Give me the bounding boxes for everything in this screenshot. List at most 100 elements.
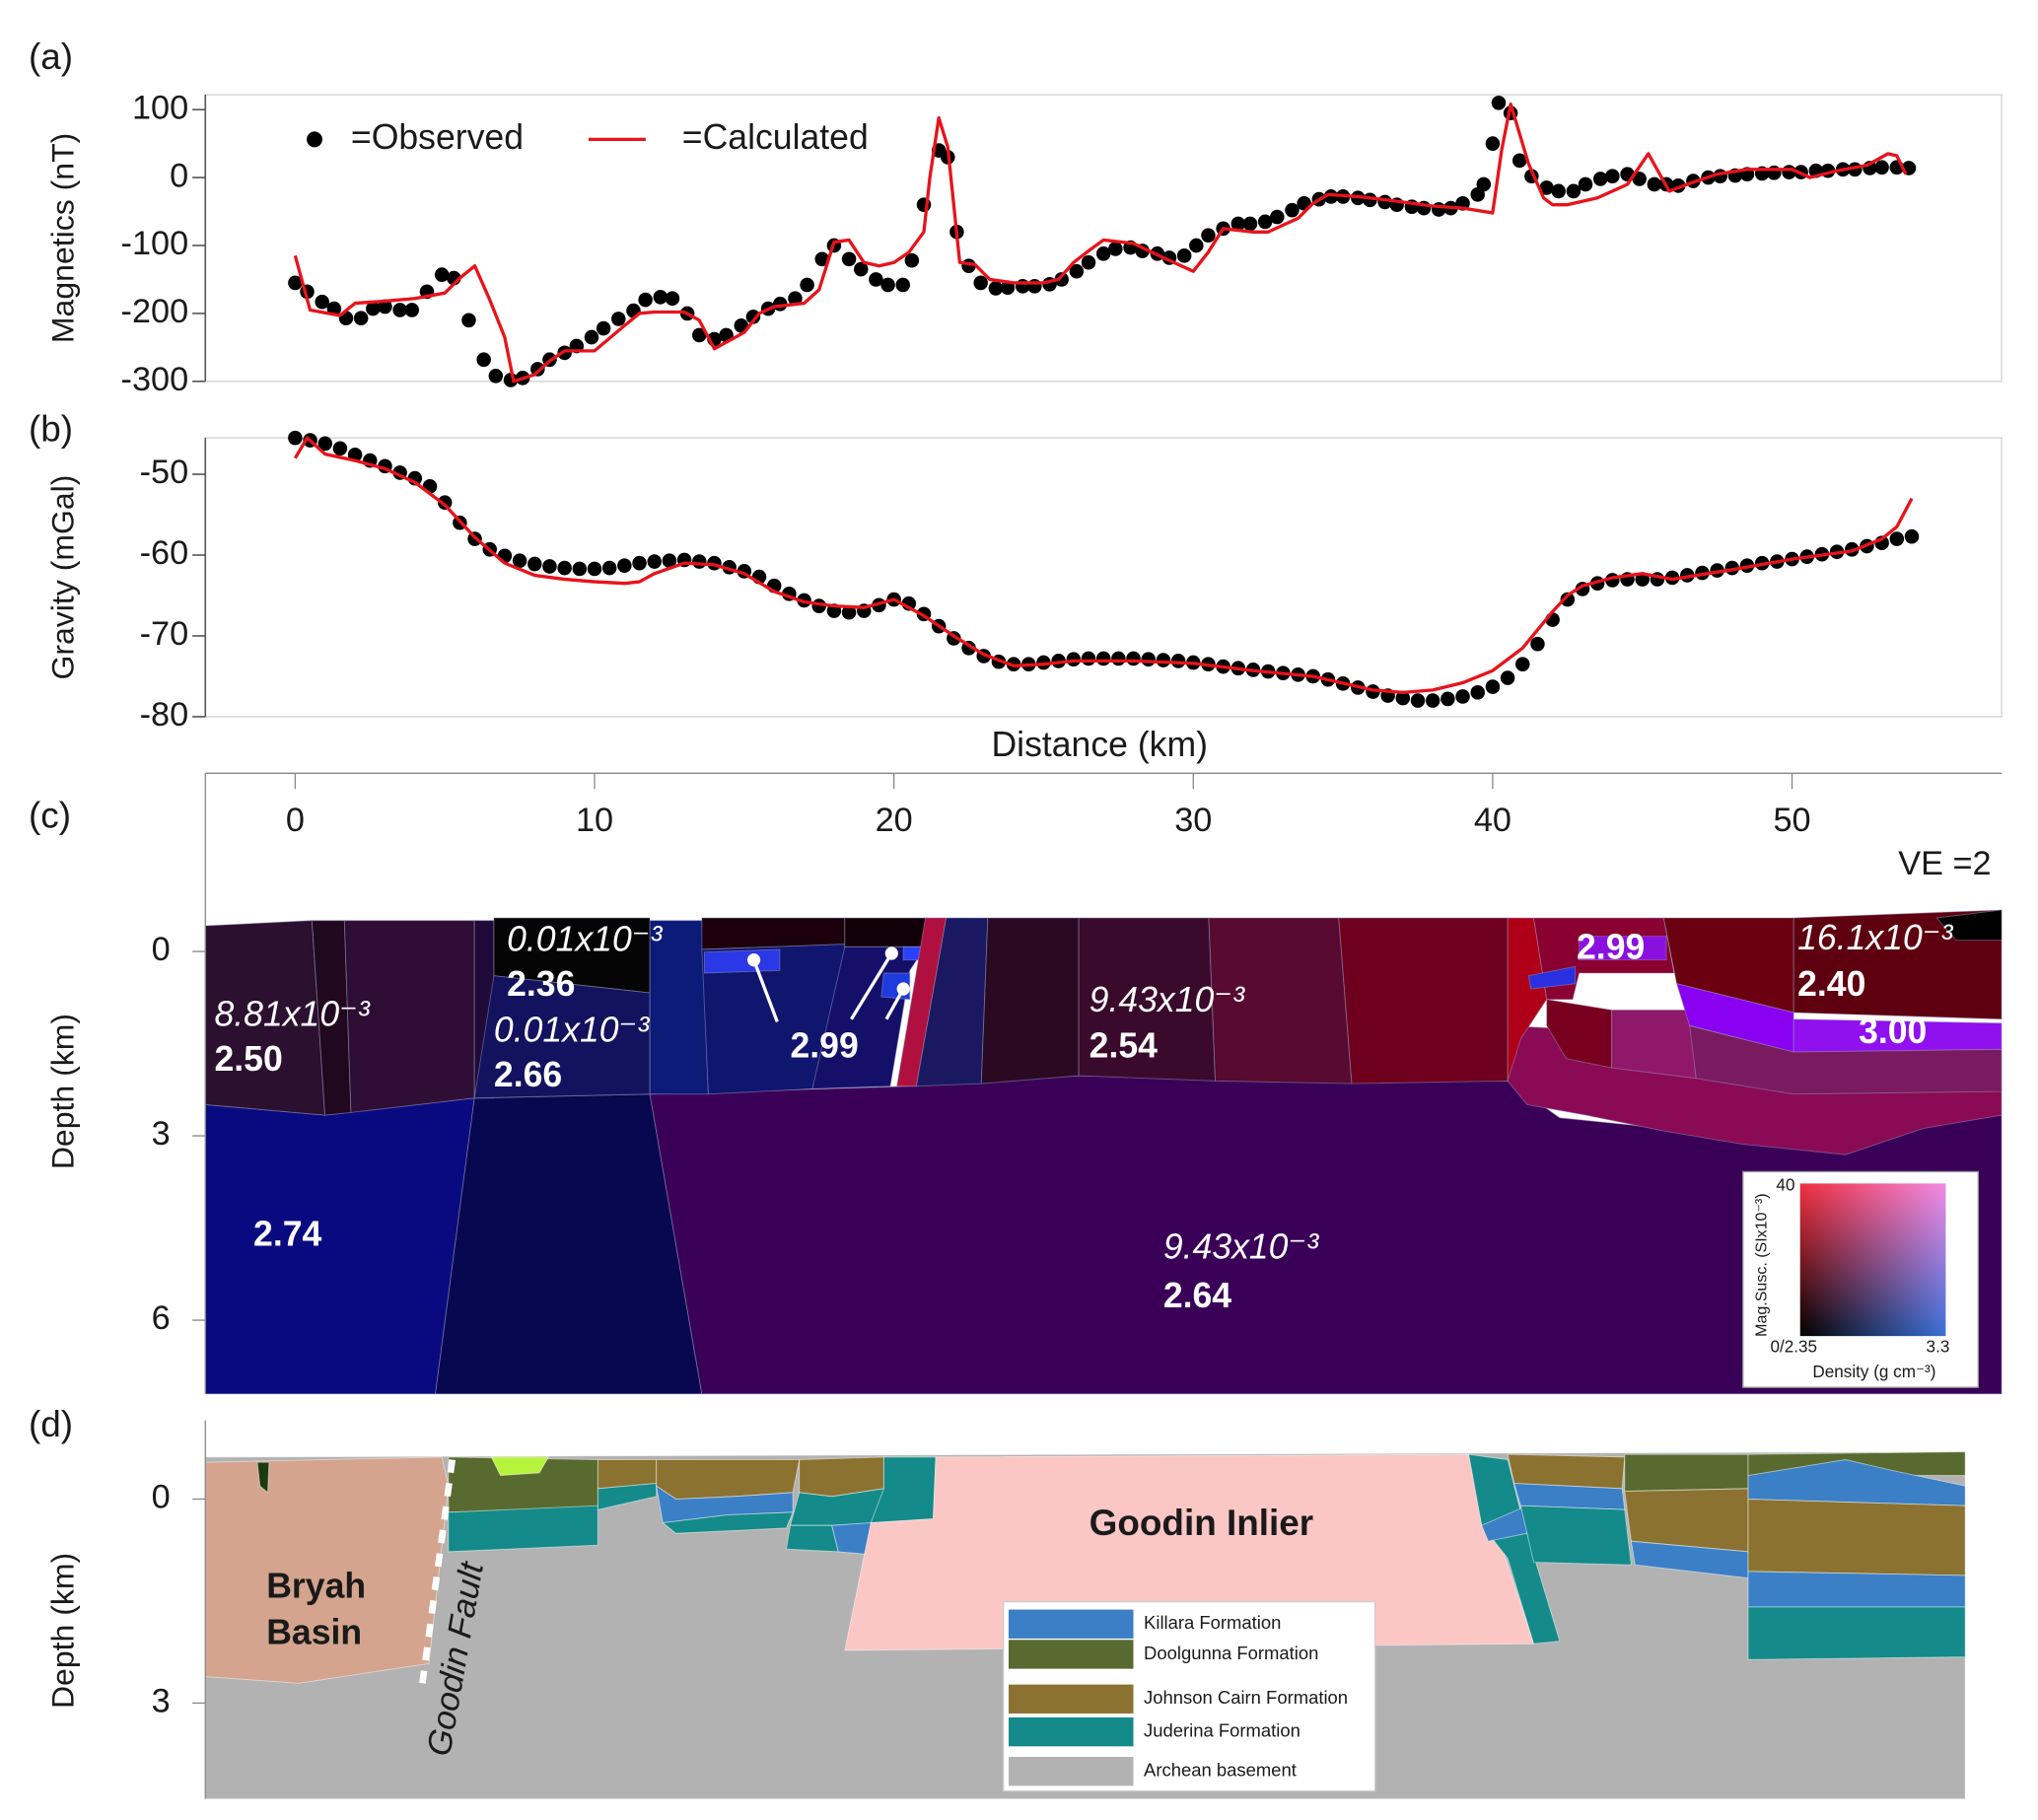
x-tick-label: 20 bbox=[876, 802, 913, 839]
observed-point bbox=[1242, 216, 1258, 232]
observed-point bbox=[869, 272, 883, 287]
observed-point bbox=[1108, 242, 1123, 256]
observed-point bbox=[1632, 172, 1647, 186]
observed-point bbox=[632, 555, 647, 571]
y-tick-label: 3 bbox=[152, 1115, 171, 1153]
observed-point bbox=[434, 267, 450, 282]
observed-point bbox=[1170, 654, 1186, 668]
unit-block bbox=[662, 1511, 794, 1534]
observed-point bbox=[1027, 279, 1042, 294]
calculated-line bbox=[293, 102, 1908, 384]
observed-point bbox=[1566, 183, 1581, 199]
inlier-label: Goodin Inlier bbox=[1089, 1502, 1313, 1543]
observed-point bbox=[1126, 651, 1141, 666]
observed-point bbox=[1323, 189, 1339, 204]
x-tick-label: 30 bbox=[1174, 802, 1212, 839]
density-label: 2.99 bbox=[1577, 927, 1645, 966]
density-label: 2.74 bbox=[253, 1214, 321, 1253]
y-axis-title: Gravity (mGal) bbox=[44, 475, 80, 680]
observed-point bbox=[1270, 209, 1285, 225]
susceptibility-label: 0.01x10⁻³ bbox=[507, 919, 663, 958]
legend-swatch bbox=[1008, 1756, 1134, 1786]
y-tick-label: -60 bbox=[140, 534, 189, 572]
legend-label: Juderina Formation bbox=[1144, 1719, 1300, 1740]
x-tick-label: 50 bbox=[1773, 802, 1810, 839]
observed-point bbox=[530, 362, 545, 377]
observed-point bbox=[1578, 176, 1593, 192]
section-model bbox=[204, 909, 2003, 1395]
panel-label: (c) bbox=[29, 794, 71, 835]
observed-point bbox=[1201, 228, 1216, 244]
observed-point bbox=[1647, 176, 1662, 192]
observed-point bbox=[1257, 214, 1273, 230]
observed-point bbox=[1095, 245, 1111, 261]
unit-block bbox=[490, 1456, 550, 1477]
observed-point bbox=[1592, 172, 1608, 186]
pointer-dot bbox=[884, 946, 898, 960]
legend-swatch bbox=[1008, 1716, 1134, 1747]
pointer bbox=[752, 959, 779, 1022]
observed-point bbox=[1069, 263, 1085, 279]
y-axis-title: Depth (km) bbox=[44, 1014, 80, 1169]
observed-point bbox=[557, 560, 572, 576]
unit-block bbox=[1611, 1009, 1697, 1080]
observed-point bbox=[1425, 693, 1441, 708]
susceptibility-label: 9.43x10⁻³ bbox=[1163, 1226, 1319, 1266]
observed-point bbox=[1530, 636, 1545, 652]
unit-block bbox=[1747, 1499, 1966, 1576]
key-axis-title: Density (g cm⁻³) bbox=[1812, 1362, 1935, 1381]
observed-point bbox=[1904, 528, 1920, 544]
observed-point bbox=[512, 553, 527, 569]
unit-block bbox=[980, 917, 1080, 1085]
observed-point bbox=[1470, 685, 1485, 700]
density-label: 2.50 bbox=[215, 1039, 283, 1079]
y-tick-label: 3 bbox=[152, 1682, 171, 1719]
y-tick-label: 0 bbox=[170, 157, 188, 194]
observed-point bbox=[1230, 216, 1246, 232]
unit-block bbox=[204, 1097, 475, 1395]
key-label: 0/2.35 bbox=[1770, 1337, 1817, 1357]
observed-point bbox=[527, 556, 542, 572]
basin-label: Basin bbox=[266, 1612, 362, 1651]
y-axis-title: Depth (km) bbox=[44, 1553, 80, 1709]
observed-point bbox=[662, 553, 677, 569]
ve-note: VE =2 bbox=[1898, 845, 1991, 882]
observed-point bbox=[1455, 689, 1470, 704]
unit-block bbox=[448, 1505, 598, 1553]
density-label: 2.36 bbox=[507, 964, 575, 1004]
x-tick-label: 0 bbox=[286, 802, 305, 839]
observed-point bbox=[584, 329, 599, 345]
legend-marker bbox=[307, 131, 322, 148]
observed-point bbox=[1441, 691, 1455, 707]
observed-point bbox=[461, 313, 476, 328]
observed-point bbox=[437, 495, 453, 511]
legend-swatch bbox=[1008, 1640, 1134, 1669]
y-tick-label: -100 bbox=[121, 225, 189, 262]
susceptibility-label: 16.1x10⁻³ bbox=[1797, 918, 1953, 957]
observed-point bbox=[692, 554, 707, 569]
pointer bbox=[850, 952, 893, 1020]
susceptibility-label: 8.81x10⁻³ bbox=[215, 994, 371, 1033]
legend-swatch bbox=[1008, 1609, 1134, 1639]
panel-label: (a) bbox=[29, 35, 73, 77]
observed-point bbox=[1054, 272, 1069, 287]
observed-point bbox=[617, 558, 632, 573]
density-label: 2.64 bbox=[1163, 1276, 1231, 1315]
observed-point bbox=[1476, 176, 1492, 192]
observed-point bbox=[1500, 670, 1515, 685]
observed-point bbox=[353, 311, 369, 326]
observed-point bbox=[880, 277, 895, 293]
density-label: 2.40 bbox=[1797, 964, 1865, 1004]
density-label: 2.54 bbox=[1089, 1025, 1158, 1065]
unit-block bbox=[1527, 965, 1577, 990]
unit-block bbox=[1507, 917, 1548, 1082]
panel-label: (d) bbox=[29, 1403, 73, 1444]
panel-label: (b) bbox=[29, 407, 73, 449]
observed-point bbox=[392, 303, 407, 317]
observed-point bbox=[788, 291, 803, 307]
y-tick-label: -300 bbox=[121, 361, 189, 398]
observed-point bbox=[1036, 655, 1051, 670]
observed-point bbox=[1176, 247, 1192, 263]
legend-label: =Observed bbox=[351, 117, 524, 157]
